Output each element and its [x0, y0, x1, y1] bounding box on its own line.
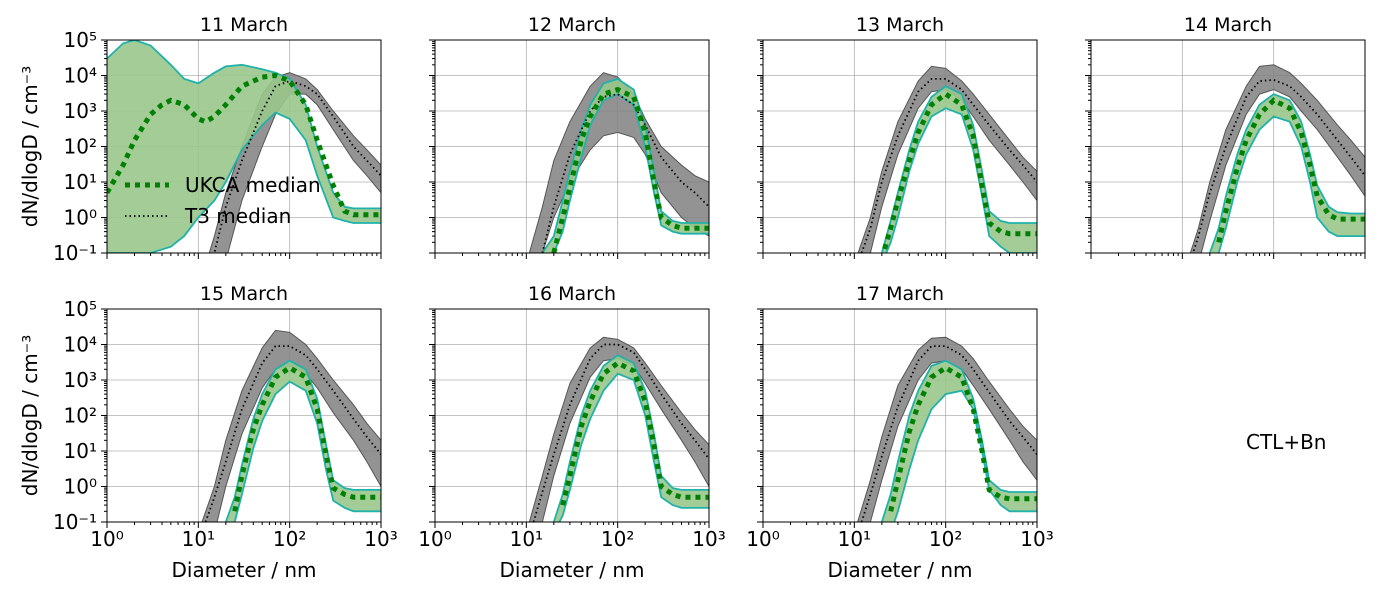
ukca-median-line [888, 364, 1037, 512]
ukca-range-band [881, 86, 1037, 253]
y-tick-label: 10⁰ [64, 475, 97, 499]
x-tick-label: 10¹ [838, 527, 871, 551]
ukca-upper-line [224, 359, 381, 522]
ukca-lower-line [885, 107, 1037, 253]
panel-title: 13 March [856, 14, 944, 36]
chart-panel: 12 March [429, 14, 710, 259]
ukca-lower-line [107, 111, 381, 253]
panel-title: 16 March [528, 283, 616, 305]
x-axis-label: Diameter / nm [500, 558, 645, 582]
ukca-median-line [232, 364, 381, 512]
t3-range-band [857, 336, 1037, 522]
y-tick-label: 10¹ [64, 439, 97, 463]
ukca-median-line [551, 86, 709, 253]
chart-panel: 10⁰ 10¹ 10² 10³ 17 March Diameter / nm [746, 283, 1053, 582]
y-tick-label: 10² [64, 404, 97, 428]
t3-range-band [1189, 64, 1365, 253]
plot-area [1189, 64, 1365, 253]
chart-panel: 10⁰ 10¹ 10² 10³ 16 March Diameter / nm [418, 283, 725, 582]
y-tick-label: 10⁴ [64, 333, 97, 357]
y-tick-label: 10⁵ [64, 297, 97, 321]
y-tick-label: 10⁰ [64, 206, 97, 230]
ukca-upper-line [880, 359, 1037, 522]
legend: UKCA median T3 median [125, 173, 321, 228]
t3-range-band [528, 336, 709, 522]
ukca-upper-line [1208, 93, 1365, 253]
plot-area [857, 336, 1037, 522]
t3-median-line [860, 345, 1037, 522]
y-axis-label: dN/dlogD / cm⁻³ [18, 335, 42, 496]
plot-area [528, 72, 709, 253]
t3-median-line [213, 80, 381, 253]
x-tick-label: 10¹ [510, 527, 543, 551]
ukca-median-line [560, 360, 709, 506]
panel-title: 11 March [200, 14, 288, 36]
x-axis-label: Diameter / nm [828, 558, 973, 582]
plot-area [857, 65, 1037, 253]
panel-title: 14 March [1184, 14, 1272, 36]
ukca-median-line [1216, 97, 1365, 243]
x-tick-label: 10⁰ [746, 527, 779, 551]
chart-panel: 10⁻¹ 10⁰ 10¹ 10² 10³ 10⁴ 10⁵ 11 March dN/dlogD /… [18, 14, 382, 265]
ukca-lower-line [893, 389, 1037, 522]
plot-area [107, 40, 381, 253]
x-tick-label: 10² [929, 527, 962, 551]
t3-median-line [204, 345, 381, 522]
x-tick-label: 10⁰ [90, 527, 123, 551]
y-tick-label: 10⁻¹ [53, 510, 97, 534]
chart-panel: 14 March [1085, 14, 1366, 259]
x-tick-label: 10² [601, 527, 634, 551]
y-tick-label: 10² [64, 135, 97, 159]
t3-range-band [201, 329, 381, 522]
legend-label: UKCA median [185, 173, 321, 197]
x-tick-label: 10⁰ [418, 527, 451, 551]
ukca-upper-line [552, 354, 709, 522]
plot-area [201, 329, 381, 522]
ukca-median-line [880, 91, 1037, 253]
x-tick-label: 10¹ [182, 527, 215, 551]
ukca-upper-line [541, 77, 709, 253]
t3-range-band [857, 65, 1037, 253]
plot-area [528, 336, 709, 522]
t3-median-line [541, 93, 709, 253]
y-tick-label: 10¹ [64, 170, 97, 194]
ukca-lower-line [233, 380, 381, 522]
x-tick-label: 10² [273, 527, 306, 551]
x-axis-label: Diameter / nm [172, 558, 317, 582]
y-tick-label: 10⁵ [64, 28, 97, 52]
panel-title: 17 March [856, 283, 944, 305]
y-axis-label: dN/dlogD / cm⁻³ [18, 66, 42, 227]
legend-label: T3 median [184, 204, 291, 228]
panel-title: 15 March [200, 283, 288, 305]
x-tick-label: 10³ [1020, 527, 1053, 551]
y-tick-label: 10⁻¹ [53, 241, 97, 265]
panel-title: 12 March [528, 14, 616, 36]
figure-annotation: CTL+Bn [1246, 430, 1327, 454]
y-tick-label: 10³ [64, 368, 97, 392]
x-tick-label: 10³ [692, 527, 725, 551]
ukca-lower-line [1217, 115, 1365, 253]
x-tick-label: 10³ [364, 527, 397, 551]
y-tick-label: 10³ [64, 99, 97, 123]
y-tick-label: 10⁴ [64, 64, 97, 88]
chart-panel: 13 March [757, 14, 1038, 259]
ukca-lower-line [558, 372, 709, 522]
